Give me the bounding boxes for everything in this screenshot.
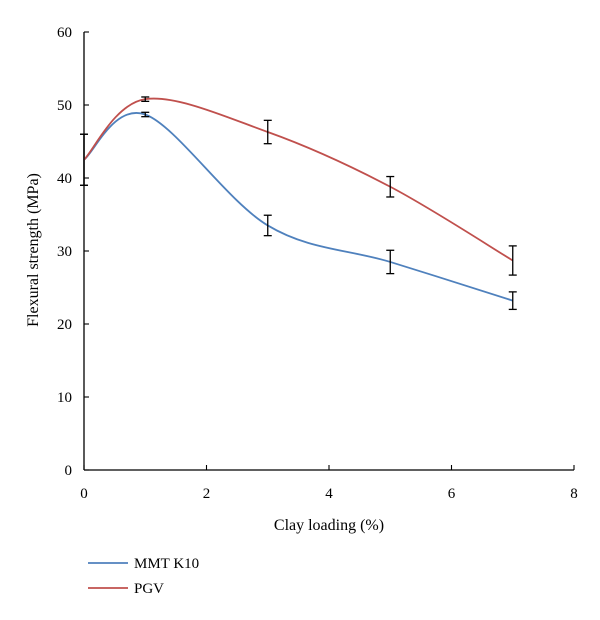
x-axis-label: Clay loading (%) xyxy=(274,517,384,534)
y-tick-label: 50 xyxy=(57,98,72,114)
error-bar-pgv xyxy=(508,245,517,276)
y-tick-label: 10 xyxy=(57,390,72,406)
y-tick-label: 20 xyxy=(57,317,72,333)
plot-series xyxy=(80,96,517,311)
x-tick-label: 8 xyxy=(570,486,578,502)
x-tick-label: 6 xyxy=(448,486,456,502)
error-bar-mmt-k10 xyxy=(141,111,150,118)
x-ticks: 0 2 4 6 8 xyxy=(80,465,578,502)
legend-label-mmt-k10: MMT K10 xyxy=(134,556,199,572)
x-tick-label: 0 xyxy=(80,486,88,502)
error-bar-pgv xyxy=(386,175,395,198)
legend-label-pgv: PGV xyxy=(134,581,164,597)
y-axis-label: Flexural strength (MPa) xyxy=(25,173,42,327)
error-bar-mmt-k10 xyxy=(508,291,517,311)
y-ticks: 0 10 20 30 40 50 60 xyxy=(57,25,89,479)
y-tick-label: 40 xyxy=(57,171,72,187)
error-bar-mmt-k10 xyxy=(386,249,395,275)
error-bar-pgv xyxy=(141,96,150,102)
error-bar-pgv xyxy=(80,133,88,186)
error-bar-mmt-k10 xyxy=(263,214,272,237)
axes xyxy=(83,32,574,471)
series-line-pgv xyxy=(83,97,514,262)
x-tick-label: 4 xyxy=(325,486,333,502)
series-line-mmt-k10 xyxy=(83,112,514,302)
y-tick-label: 0 xyxy=(65,463,73,479)
x-tick-label: 2 xyxy=(203,486,211,502)
y-tick-label: 60 xyxy=(57,25,72,41)
legend: MMT K10 PGV xyxy=(88,556,199,597)
error-bar-pgv xyxy=(263,119,272,145)
y-tick-label: 30 xyxy=(57,244,72,260)
